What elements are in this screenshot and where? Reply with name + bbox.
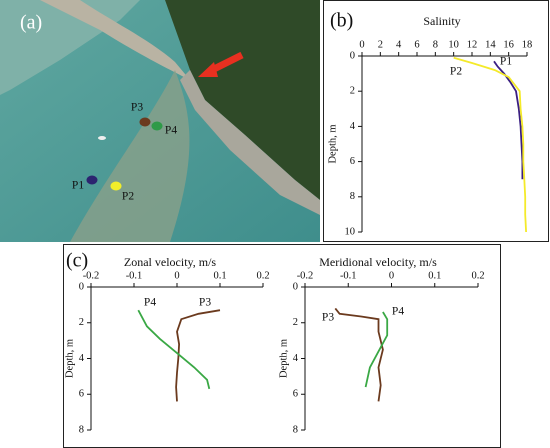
sample-point (151, 121, 163, 131)
sample-point (110, 181, 122, 191)
profile-line (137, 309, 211, 390)
panel-label: (a) (20, 12, 42, 34)
y-tick-label: 8 (293, 424, 298, 435)
arrow-head (198, 62, 218, 77)
point-label: P3 (131, 102, 143, 114)
x-tick-label: -0.1 (126, 270, 143, 281)
x-tick-label: 18 (522, 39, 533, 50)
x-tick-label: 14 (485, 39, 496, 50)
y-axis-label: Depth, m (327, 124, 338, 163)
y-tick-label: 2 (350, 86, 355, 97)
series-label: P3 (322, 312, 334, 324)
y-tick-label: 10 (345, 226, 356, 237)
x-tick-label: 4 (396, 39, 402, 50)
y-axis-label: Depth, m (64, 339, 75, 378)
x-tick-label: 0.1 (428, 270, 441, 281)
x-tick-label: -0.2 (297, 270, 314, 281)
y-tick-label: 0 (79, 281, 84, 292)
sample-point (139, 117, 151, 127)
chart-title: Meridional velocity, m/s (319, 255, 437, 269)
y-tick-label: 0 (293, 281, 298, 292)
forest (165, 0, 320, 200)
y-tick-label: 4 (293, 353, 299, 364)
x-tick-label: 0.2 (471, 270, 484, 281)
series-label: P4 (144, 297, 156, 309)
y-tick-label: 4 (350, 121, 356, 132)
x-tick-label: 6 (414, 39, 419, 50)
beach (180, 70, 320, 215)
profile-line (334, 307, 384, 402)
profile-line (364, 311, 389, 388)
y-tick-label: 8 (79, 424, 84, 435)
series-label: P4 (392, 306, 404, 318)
x-tick-label: 0 (389, 270, 394, 281)
y-tick-label: 2 (79, 317, 84, 328)
x-tick-label: 0 (359, 39, 364, 50)
x-tick-label: 0 (174, 270, 179, 281)
point-label: P4 (165, 125, 177, 137)
x-tick-label: 12 (467, 39, 478, 50)
profile-line (175, 309, 221, 402)
sand-spit (40, 0, 190, 80)
y-tick-label: 6 (79, 389, 84, 400)
panel-frame (323, 0, 549, 242)
chart-title: Salinity (423, 14, 460, 28)
y-tick-label: 6 (293, 389, 298, 400)
x-tick-label: 10 (448, 39, 459, 50)
x-tick-label: 0.1 (213, 270, 226, 281)
profile-line (453, 56, 527, 233)
y-tick-label: 8 (350, 191, 355, 202)
series-label: P3 (199, 297, 211, 309)
y-tick-label: 4 (79, 353, 85, 364)
x-tick-label: 8 (433, 39, 438, 50)
boat (98, 136, 106, 140)
y-tick-label: 0 (350, 50, 355, 61)
profile-line (493, 60, 524, 180)
series-label: P1 (500, 56, 512, 68)
point-label: P2 (122, 191, 134, 203)
panel-label: (b) (330, 10, 353, 32)
x-tick-label: -0.1 (340, 270, 357, 281)
y-tick-label: 6 (350, 156, 355, 167)
sample-point (86, 175, 98, 185)
photo (0, 0, 320, 242)
panel-label: (c) (66, 250, 88, 272)
y-tick-label: 2 (293, 317, 298, 328)
y-axis-label: Depth, m (278, 339, 289, 378)
point-label: P1 (72, 180, 84, 192)
x-tick-label: 0.2 (256, 270, 269, 281)
series-label: P2 (450, 66, 462, 78)
x-tick-label: -0.2 (83, 270, 100, 281)
arrow (210, 51, 244, 74)
plume (70, 70, 190, 242)
x-tick-label: 16 (503, 39, 514, 50)
chart-title: Zonal velocity, m/s (124, 255, 217, 269)
x-tick-label: 2 (378, 39, 383, 50)
